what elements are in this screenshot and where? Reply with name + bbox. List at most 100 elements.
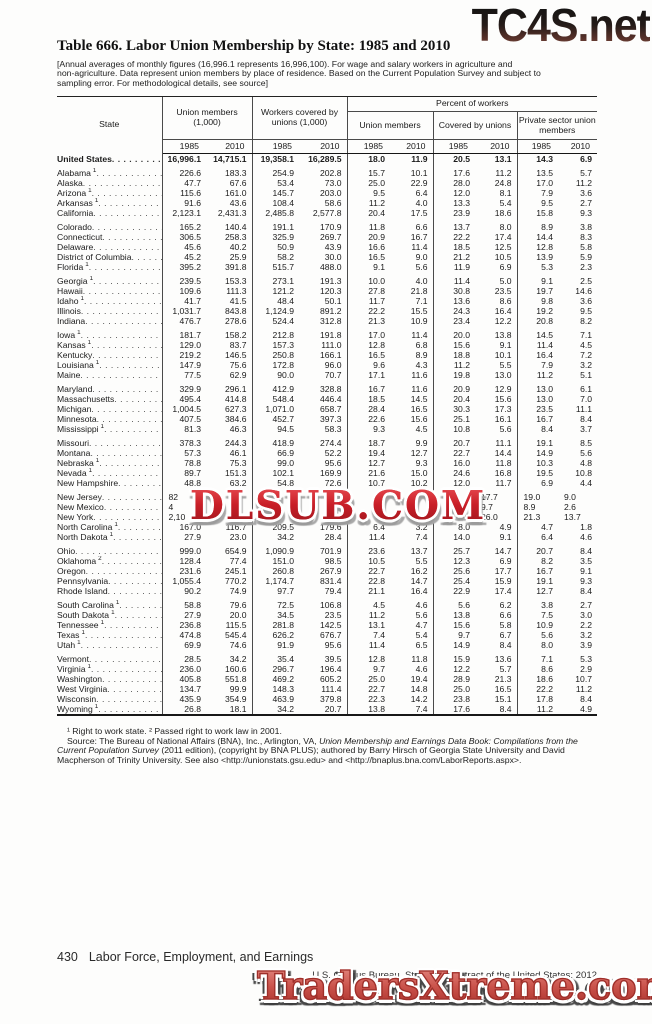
dot-leader — [91, 340, 161, 350]
state-name: New Mexico — [57, 502, 104, 512]
value-cell: 24.8 — [475, 178, 518, 188]
value-cell: 34.5 — [277, 610, 295, 620]
dot-leader — [93, 276, 161, 286]
value-cell: 153.3 — [206, 276, 253, 286]
value-cell: 391.8 — [206, 262, 253, 272]
value-cell: 77.4 — [206, 556, 253, 566]
source-note: Source: The Bureau of National Affairs (… — [57, 735, 600, 766]
value-cell: 626.2 — [272, 630, 295, 640]
table-row: Wyoming126.818.134.220.713.87.417.68.411… — [57, 704, 597, 714]
state-name: Pennsylvania — [57, 576, 109, 586]
value-cell: 16.8 — [475, 468, 518, 478]
value-cell: 14.5 — [390, 394, 434, 404]
value-cell: 488.0 — [299, 262, 348, 272]
value-cell: 13.7 — [564, 512, 581, 522]
value-cell: 45.6 — [184, 242, 201, 252]
state-name: Hawaii — [57, 286, 83, 296]
value-cell: 250.8 — [272, 350, 295, 360]
value-cell: 98.5 — [299, 556, 348, 566]
value-cell: 16.7 — [536, 566, 554, 576]
spacer-row — [57, 272, 597, 276]
value-cell: 20.9 — [368, 232, 386, 242]
value-cell: 8.4 — [580, 586, 593, 596]
value-cell: 79.6 — [206, 600, 253, 610]
value-cell: 116.7 — [206, 522, 253, 532]
value-cell: 169.9 — [299, 468, 348, 478]
value-cell: 111.4 — [299, 684, 348, 694]
value-cell: 158.2 — [206, 330, 253, 340]
value-cell: 226.6 — [179, 168, 201, 178]
spacer-row — [57, 488, 597, 492]
value-cell: 15.6 — [453, 340, 471, 350]
value-cell: 16.5 — [368, 350, 386, 360]
footnote-marker: 1 — [114, 522, 118, 528]
value-cell: 18.1 — [206, 704, 253, 714]
value-cell: 20.7 — [299, 704, 348, 714]
value-cell: 39.5 — [299, 654, 348, 664]
source-text: Source: The Bureau of National Affairs (… — [67, 735, 320, 746]
value-cell: 9.5 — [541, 198, 554, 208]
table-row: Kentucky 219.2 146.5 250.8 166.1 16.5 8.9 18.8 1… — [57, 350, 597, 360]
value-cell: 273.1 — [272, 276, 295, 286]
state-cell: Delaware — [57, 242, 163, 252]
value-cell: 296.1 — [206, 384, 253, 394]
value-cell: 21.3 — [475, 674, 518, 684]
state-cell: Idaho 1 — [57, 296, 163, 306]
value-cell: 11.2 — [368, 198, 386, 208]
value-cell: 108.4 — [272, 198, 295, 208]
state-cell: Alaska — [57, 178, 163, 188]
footnote-marker: 1 — [80, 296, 85, 302]
value-cell: 4.7 — [390, 620, 434, 630]
table-body: United States 16,996.1 14,715.1 19,358.1 16,… — [57, 153, 597, 714]
table-row: Hawaii 109.6 111.3 121.2 120.3 27.8 21.8 30.8 23… — [57, 286, 597, 296]
value-cell: 11.2 — [536, 370, 554, 380]
state-name: Connecticut — [57, 232, 103, 242]
table-row: New Hampshire 48.8 63.2 54.8 72.6 10.7 10.2 12.… — [57, 478, 597, 488]
value-cell: 106.8 — [299, 600, 348, 610]
value-cell: 312.8 — [299, 316, 348, 326]
dot-leader — [102, 492, 161, 502]
value-cell: 9.1 — [475, 532, 518, 542]
value-cell: 4.0 — [390, 276, 434, 286]
value-cell: 15.5 — [390, 306, 434, 316]
value-cell: 121.2 — [272, 286, 295, 296]
value-cell: 11.2 — [453, 360, 471, 370]
value-cell: 16.4 — [390, 586, 434, 596]
value-cell: 22.6 — [368, 414, 386, 424]
table-row: Colorado 165.2 140.4 191.1 170.9 11.8 6.6 13.7 8… — [57, 222, 597, 232]
dot-leader — [93, 242, 161, 252]
value-cell: 14.4 — [536, 232, 554, 242]
state-name: Maine — [57, 370, 81, 380]
value-cell: 8.9 — [541, 222, 554, 232]
section-title: Labor Force, Employment, and Earnings — [88, 950, 314, 964]
value-cell: 75.6 — [206, 360, 253, 370]
footnote-marker: 2 — [98, 556, 102, 562]
value-cell — [433, 512, 475, 522]
value-cell: 19.0 — [523, 492, 541, 502]
table-row: Rhode Island 90.2 74.9 97.7 79.4 21.1 16.4 22.9… — [57, 586, 597, 596]
value-cell: 13.0 — [536, 394, 554, 404]
value-cell: 999.0 — [179, 546, 201, 556]
value-cell: 10.5 — [368, 556, 386, 566]
dot-leader — [102, 674, 161, 684]
value-cell: 8.2 — [541, 556, 554, 566]
footnote-marker: 1 — [77, 330, 81, 336]
state-cell: New York — [57, 512, 163, 522]
table-row: Tennessee1236.8115.5281.8142.513.14.715.… — [57, 620, 597, 630]
state-name: Georgia 1 — [57, 276, 94, 286]
state-cell: Illinois — [57, 306, 163, 316]
value-cell: 16.5 — [390, 404, 434, 414]
value-cell: 16.6 — [368, 242, 386, 252]
dot-leader — [112, 154, 161, 164]
value-cell: 28.4 — [299, 532, 348, 542]
value-cell: 134.7 — [179, 684, 201, 694]
value-cell — [252, 502, 299, 512]
value-cell: 4.9 — [580, 704, 593, 714]
footnote-marker: 1 — [94, 704, 99, 710]
value-cell: 2.7 — [580, 198, 593, 208]
value-cell: 99.0 — [277, 458, 295, 468]
